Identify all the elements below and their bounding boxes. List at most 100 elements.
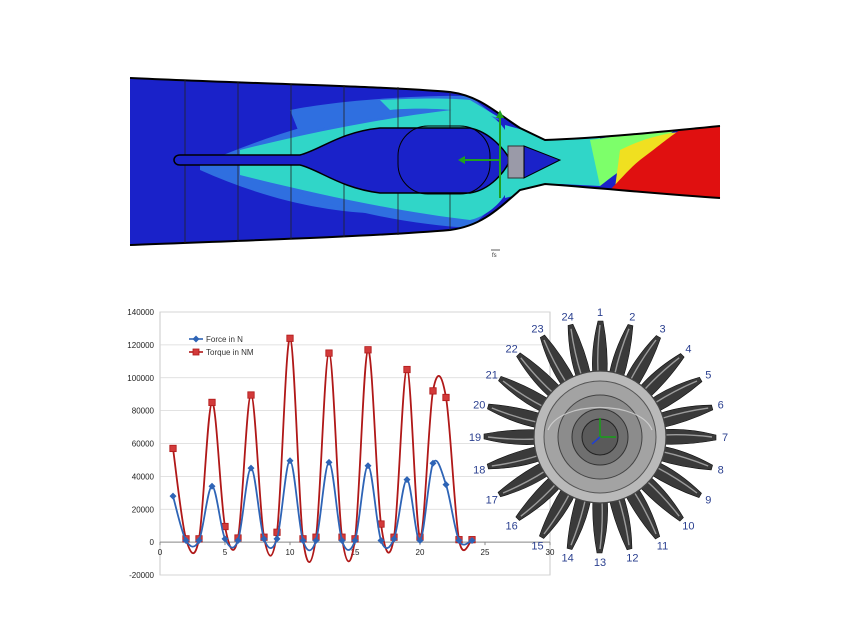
blade-number-label: 19 <box>469 432 481 444</box>
chart-legend: Force in N Torque in NM <box>189 335 254 357</box>
data-point <box>351 536 359 544</box>
y-tick-label: -20000 <box>129 571 154 580</box>
rotor-blade <box>659 429 717 445</box>
blade-number-label: 21 <box>486 370 498 382</box>
data-point <box>364 346 372 354</box>
rotor-blade <box>608 324 634 382</box>
data-point <box>208 398 216 407</box>
x-tick-label: 20 <box>416 548 425 557</box>
rotor-blade <box>623 335 661 389</box>
y-tick-label: 140000 <box>127 308 154 317</box>
series-layer <box>169 334 476 563</box>
data-point <box>169 444 177 453</box>
data-point <box>169 492 177 500</box>
rotor-blade <box>648 376 703 414</box>
data-point <box>338 536 346 544</box>
x-tick-label: 15 <box>351 548 360 557</box>
rotor-blade <box>498 376 552 414</box>
data-point <box>234 536 242 544</box>
rotor-blade <box>637 353 685 400</box>
blade-number-label: 20 <box>473 400 485 412</box>
rotor-blade <box>637 474 684 522</box>
data-point <box>312 536 320 544</box>
blade-number-label: 16 <box>505 520 517 532</box>
data-point <box>247 464 255 472</box>
x-tick-label: 10 <box>286 548 295 557</box>
rotor-blade <box>655 445 713 471</box>
data-point <box>286 334 294 342</box>
centre-body <box>173 127 511 194</box>
rotor-blade <box>497 460 552 498</box>
rotor-blade <box>516 352 563 400</box>
blade-number-label: 3 <box>659 324 665 336</box>
series-line <box>172 337 473 563</box>
blade-number-label: 14 <box>562 553 574 565</box>
blade-number-label: 8 <box>718 464 724 476</box>
red-zone <box>610 126 720 198</box>
legend-item: Torque in NM <box>189 348 254 357</box>
blade-number-label: 17 <box>486 495 498 507</box>
rotor-blade <box>592 496 608 554</box>
y-tick-label: 100000 <box>127 374 154 383</box>
data-point <box>442 481 450 489</box>
y-tick-labels: -20000 0 20000 40000 60000 80000 100000 120000 1… <box>127 308 154 580</box>
x-tick-label: 0 <box>158 548 163 557</box>
x-tick-labels: 0 5 10 15 20 25 30 <box>158 548 555 557</box>
data-point <box>299 536 307 544</box>
rotor-blade <box>655 404 714 429</box>
data-point <box>221 535 229 543</box>
flow-marker-label: fs <box>492 253 497 259</box>
rotor-blade <box>592 320 608 378</box>
y-tick-label: 0 <box>150 538 155 547</box>
data-point <box>273 535 281 543</box>
x-tick-label: 25 <box>481 548 490 557</box>
x-tick-label: 30 <box>546 548 555 557</box>
data-point <box>416 536 424 544</box>
hub-axis-triad-icon <box>591 418 616 445</box>
series-force <box>169 457 476 552</box>
blade-number-label: 10 <box>682 520 694 532</box>
legend-label: Force in N <box>206 335 243 344</box>
blade-number-label: 13 <box>594 557 606 569</box>
data-point <box>325 458 333 466</box>
blade-number-label: 5 <box>705 370 711 382</box>
legend-label: Torque in NM <box>206 348 254 357</box>
rotor-blade <box>486 445 545 470</box>
rotor-blades <box>483 320 717 554</box>
blade-number-label: 11 <box>657 540 668 552</box>
blade-number-label: 1 <box>597 307 603 319</box>
y-tick-label: 120000 <box>127 341 154 350</box>
legend-marker <box>192 335 200 343</box>
data-point <box>195 536 203 544</box>
data-point <box>468 536 476 544</box>
blade-number-label: 15 <box>531 540 543 552</box>
data-point <box>429 387 437 395</box>
data-point <box>390 535 398 543</box>
y-tick-label: 60000 <box>132 440 155 449</box>
rotor-blade <box>608 492 633 551</box>
y-tick-label: 80000 <box>132 407 155 416</box>
data-point <box>403 365 411 374</box>
blade-number-label: 4 <box>685 344 691 356</box>
data-point <box>429 459 437 467</box>
blade-number-label: 6 <box>718 400 724 412</box>
rotor-blade <box>483 429 541 445</box>
blade-number-label: 12 <box>626 553 638 565</box>
axis-triad-icon <box>458 110 504 198</box>
blade-number-label: 22 <box>505 344 517 356</box>
blade-number-label: 9 <box>705 495 711 507</box>
data-point <box>247 391 255 399</box>
data-point <box>364 462 372 470</box>
data-point <box>442 393 450 402</box>
duct-outline <box>129 77 721 246</box>
data-point <box>260 535 268 543</box>
data-point <box>208 482 216 490</box>
data-point <box>377 536 385 544</box>
x-tick-label: 5 <box>223 548 228 557</box>
data-point <box>286 457 294 465</box>
data-point <box>403 476 411 484</box>
